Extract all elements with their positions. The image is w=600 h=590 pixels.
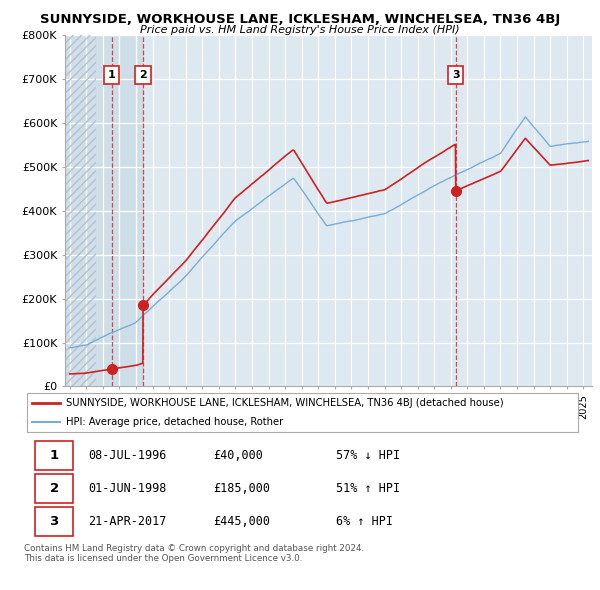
FancyBboxPatch shape bbox=[35, 441, 73, 470]
Text: 3: 3 bbox=[452, 70, 460, 80]
Text: £40,000: £40,000 bbox=[214, 448, 263, 462]
FancyBboxPatch shape bbox=[35, 507, 73, 536]
Text: 6% ↑ HPI: 6% ↑ HPI bbox=[337, 514, 394, 528]
Text: 01-JUN-1998: 01-JUN-1998 bbox=[88, 481, 167, 495]
Text: 1: 1 bbox=[50, 448, 59, 462]
Bar bbox=[65, 35, 96, 386]
Text: 51% ↑ HPI: 51% ↑ HPI bbox=[337, 481, 401, 495]
Text: SUNNYSIDE, WORKHOUSE LANE, ICKLESHAM, WINCHELSEA, TN36 4BJ: SUNNYSIDE, WORKHOUSE LANE, ICKLESHAM, WI… bbox=[40, 13, 560, 26]
Bar bbox=[96, 35, 145, 386]
Text: 1: 1 bbox=[107, 70, 115, 80]
FancyBboxPatch shape bbox=[27, 394, 578, 431]
Text: Price paid vs. HM Land Registry's House Price Index (HPI): Price paid vs. HM Land Registry's House … bbox=[140, 25, 460, 35]
Text: HPI: Average price, detached house, Rother: HPI: Average price, detached house, Roth… bbox=[66, 417, 283, 427]
Bar bbox=[65, 35, 96, 386]
Text: SUNNYSIDE, WORKHOUSE LANE, ICKLESHAM, WINCHELSEA, TN36 4BJ (detached house): SUNNYSIDE, WORKHOUSE LANE, ICKLESHAM, WI… bbox=[66, 398, 503, 408]
Text: 21-APR-2017: 21-APR-2017 bbox=[88, 514, 167, 528]
Text: Contains HM Land Registry data © Crown copyright and database right 2024.
This d: Contains HM Land Registry data © Crown c… bbox=[24, 544, 364, 563]
Text: 2: 2 bbox=[50, 481, 59, 495]
Text: 57% ↓ HPI: 57% ↓ HPI bbox=[337, 448, 401, 462]
Text: 08-JUL-1996: 08-JUL-1996 bbox=[88, 448, 167, 462]
Text: £185,000: £185,000 bbox=[214, 481, 271, 495]
Text: 3: 3 bbox=[50, 514, 59, 528]
FancyBboxPatch shape bbox=[35, 474, 73, 503]
Text: 2: 2 bbox=[139, 70, 147, 80]
Text: £445,000: £445,000 bbox=[214, 514, 271, 528]
